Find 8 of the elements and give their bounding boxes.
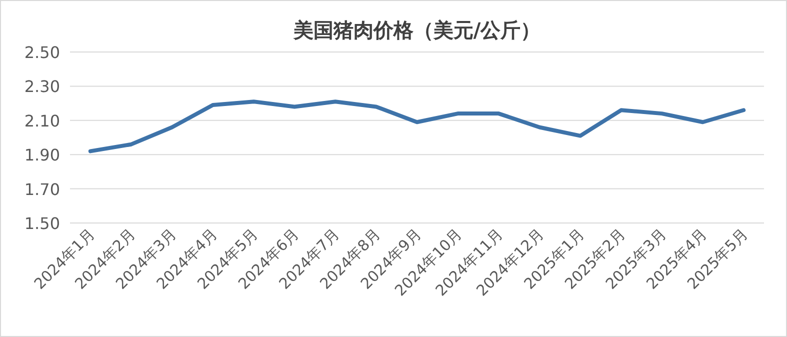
line-series (88, 100, 746, 154)
y-tick-label: 1.50 (24, 214, 60, 233)
y-tick-label: 1.70 (24, 180, 60, 199)
y-tick-label: 1.90 (24, 146, 60, 165)
y-tick-label: 2.30 (24, 77, 60, 96)
y-tick-label: 2.10 (24, 111, 60, 130)
y-tick-label: 2.50 (24, 43, 60, 62)
chart-title: 美国猪肉价格（美元/公斤） (292, 18, 541, 42)
